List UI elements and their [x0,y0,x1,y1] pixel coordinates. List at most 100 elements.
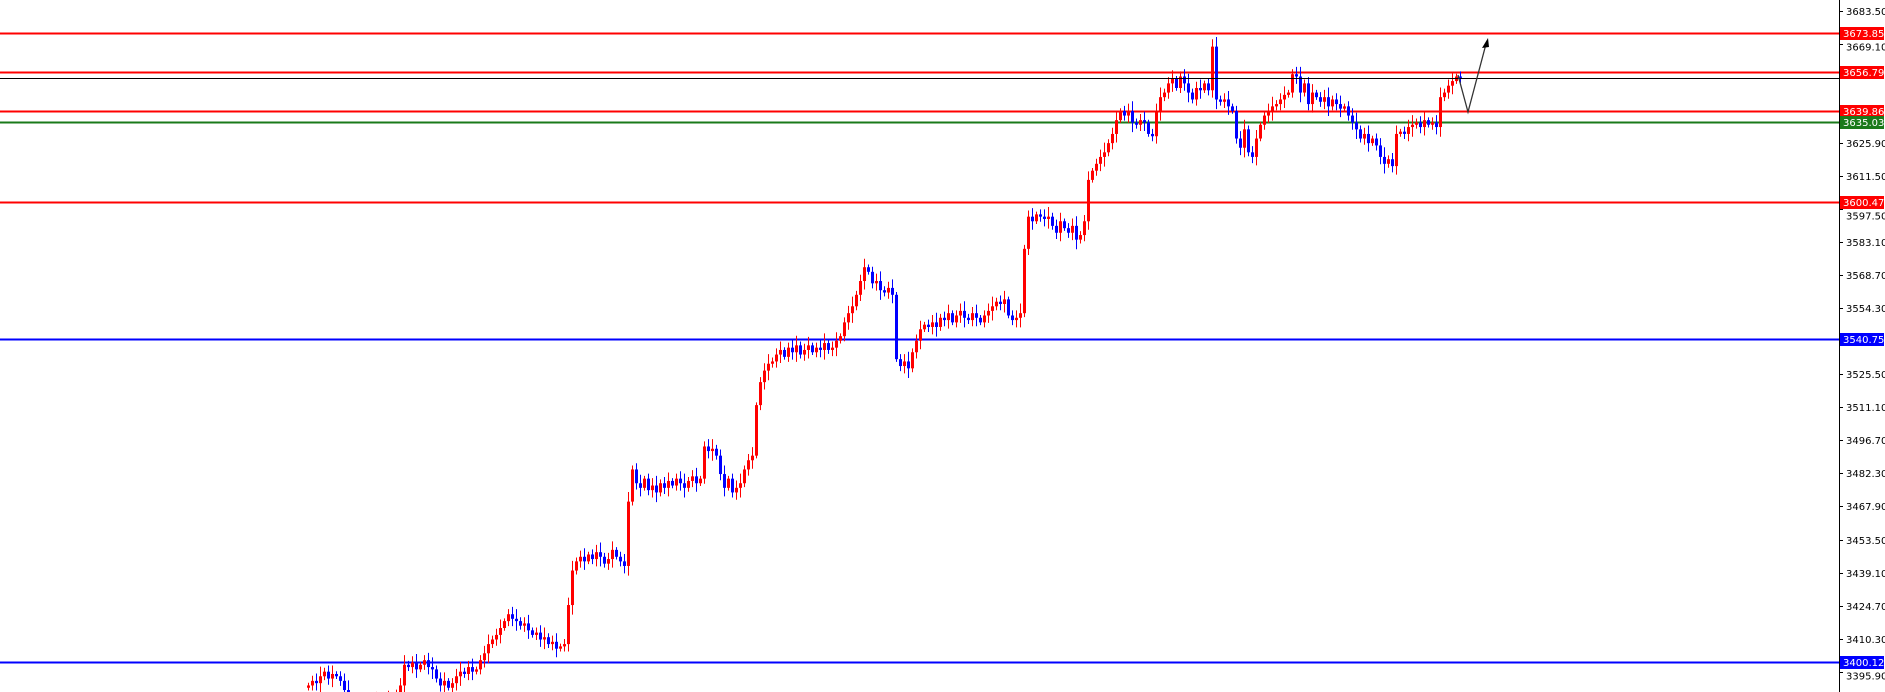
price-axis[interactable]: 3683.50 3669.10 3625.90 3611.50 3597.50 3583.… [1839,7,1885,683]
candle [903,354,906,374]
candle-body [1411,124,1414,128]
candle-body [687,480,690,488]
candle-body [783,349,786,357]
candle [1371,135,1374,146]
candle-body [939,317,942,327]
candle-body [459,671,462,677]
candle [991,296,994,321]
candle [699,475,702,486]
candle-body [1211,46,1214,91]
candle-body [987,310,990,316]
candle [1323,89,1326,110]
candle-body [407,664,410,668]
candle-body [831,347,834,350]
candle-body [547,637,550,645]
candle [1343,103,1346,112]
candle-body [1075,225,1078,240]
candle-body [1095,163,1098,171]
candle [1331,95,1334,111]
candle [631,465,634,506]
candle [979,315,982,326]
candle-body [743,469,746,484]
candle-body [983,315,986,323]
candle [1407,119,1410,142]
candle-body [979,317,982,323]
candle-body [447,680,450,688]
candle [1159,87,1162,121]
candle [1055,219,1058,239]
candle-body [475,669,478,672]
candle [971,306,974,327]
candle-body [995,301,998,307]
candle [763,363,766,390]
candle-body [1063,221,1066,229]
candle-body [907,361,910,369]
candle-body [775,354,778,362]
candle-body [1135,122,1138,125]
level-label: 3639.86 [1843,107,1884,118]
candle [1411,115,1414,137]
candle [787,342,790,362]
candle [1035,211,1038,225]
candle [1135,118,1138,129]
candle-body [1403,131,1406,134]
candle [927,319,930,333]
tick-label: 3625.90 [1846,139,1885,150]
candle [887,281,890,299]
candle [663,477,666,495]
candle-body [399,685,402,692]
level-label-box [1840,27,1884,40]
candle [1275,100,1278,111]
candle-body [559,646,562,649]
candle-body [1319,97,1322,102]
candle-body [787,347,790,357]
candle [335,671,338,680]
candle-body [887,287,890,293]
candle-body [719,455,722,475]
candle [507,609,510,627]
candle [603,552,606,568]
candle [1039,209,1042,222]
candle [695,467,698,492]
candle-body [1111,133,1114,144]
candle-body [619,556,622,562]
candle-body [495,634,498,640]
candle-body [427,660,430,668]
candle-body [915,340,918,353]
candle [563,639,566,652]
candle-body [707,446,710,452]
candle [879,271,882,300]
candle [559,643,562,652]
candle [939,313,942,331]
tick-label: 3568.70 [1846,271,1885,282]
candle-body [519,621,522,626]
candle-body [703,446,706,479]
candle [931,315,934,335]
candle-body [1207,83,1210,91]
candle [587,551,590,565]
candle [435,665,438,683]
candle-body [1163,92,1166,98]
candle-body [1355,122,1358,130]
candle-body [763,370,766,383]
tick-label: 3467.90 [1846,502,1885,513]
candle-body [1383,156,1386,164]
candle-body [935,322,938,327]
candle-body [1239,138,1242,148]
candle [847,305,850,330]
candle-body [1247,129,1250,153]
candle [403,655,406,692]
candle-body [319,676,322,684]
candle [1171,70,1174,92]
tick-label: 3669.10 [1846,43,1885,54]
candle-body [1191,92,1194,100]
candle [491,635,494,649]
candle [831,341,834,357]
candle-body [623,561,626,566]
candle [539,625,542,647]
candle-body [771,361,774,364]
candle [643,475,646,491]
candle [635,463,638,490]
